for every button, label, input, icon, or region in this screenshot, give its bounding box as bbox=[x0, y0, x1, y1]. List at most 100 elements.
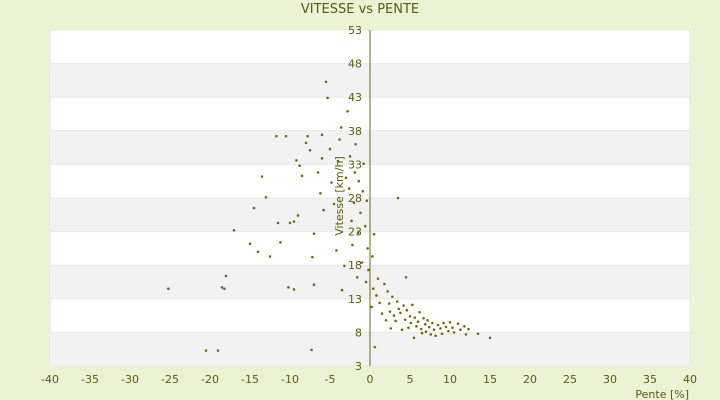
y-tick-label: 13 bbox=[348, 293, 362, 306]
y-axis-label: Vitesse [km/h] bbox=[333, 156, 346, 236]
data-point bbox=[448, 321, 452, 324]
data-point bbox=[350, 219, 353, 223]
data-point bbox=[434, 334, 437, 338]
data-point bbox=[439, 327, 442, 330]
y-tick-label: 3 bbox=[355, 360, 362, 373]
data-point bbox=[372, 232, 376, 236]
x-tick-label: 35 bbox=[643, 373, 657, 386]
data-point bbox=[343, 264, 346, 268]
data-point bbox=[346, 110, 349, 113]
data-point bbox=[403, 318, 407, 321]
data-point bbox=[394, 319, 397, 323]
data-point bbox=[412, 336, 416, 340]
data-point bbox=[336, 159, 340, 163]
data-point bbox=[451, 326, 454, 329]
data-point bbox=[322, 208, 325, 212]
data-point bbox=[370, 305, 373, 309]
data-point bbox=[488, 336, 492, 340]
data-point bbox=[383, 282, 386, 286]
data-point bbox=[352, 201, 356, 205]
data-point bbox=[363, 224, 367, 228]
data-point bbox=[216, 349, 220, 352]
data-point bbox=[371, 255, 374, 258]
x-tick-label: 5 bbox=[407, 373, 414, 386]
data-point bbox=[310, 348, 313, 352]
data-point bbox=[386, 290, 389, 293]
data-point bbox=[332, 202, 336, 206]
x-tick-labels: -40 -35 -30 -25 -20 -15 -10 -5 0 5 10 15 20 25 30 35 40 bbox=[41, 373, 697, 386]
data-point bbox=[252, 206, 256, 210]
x-tick-label: 30 bbox=[603, 373, 617, 386]
data-point bbox=[268, 255, 272, 258]
data-point bbox=[344, 176, 348, 180]
data-point bbox=[456, 322, 460, 325]
data-point bbox=[353, 171, 357, 174]
data-point bbox=[338, 138, 341, 141]
x-tick-label: -10 bbox=[281, 373, 299, 386]
data-point bbox=[380, 312, 384, 315]
y-tick-label: 43 bbox=[348, 91, 362, 104]
data-point bbox=[316, 171, 320, 174]
data-point bbox=[388, 310, 392, 313]
x-tick-label: -20 bbox=[201, 373, 219, 386]
y-tick-label: 8 bbox=[355, 326, 362, 339]
data-point bbox=[463, 325, 466, 328]
data-point bbox=[248, 242, 252, 245]
data-point bbox=[431, 321, 434, 325]
data-point bbox=[452, 331, 456, 334]
data-points bbox=[167, 80, 492, 352]
data-point bbox=[423, 323, 427, 326]
data-point bbox=[224, 274, 228, 278]
data-point bbox=[442, 321, 445, 325]
data-point bbox=[300, 174, 304, 178]
data-point bbox=[279, 241, 282, 244]
data-point bbox=[432, 328, 436, 332]
chart-title: VITESSE vs PENTE bbox=[300, 2, 420, 17]
data-point bbox=[232, 228, 236, 232]
data-point bbox=[312, 232, 316, 235]
x-tick-label: 0 bbox=[367, 373, 374, 386]
data-point bbox=[459, 328, 462, 332]
x-axis-label: Pente [%] bbox=[635, 388, 689, 400]
data-point bbox=[324, 80, 328, 84]
data-point bbox=[467, 327, 470, 331]
data-point bbox=[418, 310, 421, 314]
data-point bbox=[357, 179, 361, 183]
data-point bbox=[389, 327, 393, 330]
data-point bbox=[354, 142, 357, 146]
data-point bbox=[320, 133, 324, 137]
data-point bbox=[378, 301, 381, 305]
data-point bbox=[419, 327, 423, 331]
data-point bbox=[384, 319, 388, 322]
data-point bbox=[387, 302, 391, 305]
x-tick-label: 20 bbox=[523, 373, 537, 386]
data-point bbox=[356, 231, 360, 235]
data-point bbox=[376, 277, 380, 280]
data-point bbox=[340, 288, 344, 292]
y-tick-label: 38 bbox=[348, 125, 362, 138]
data-point bbox=[426, 319, 429, 322]
data-point bbox=[365, 199, 369, 202]
x-tick-label: 15 bbox=[483, 373, 497, 386]
data-point bbox=[284, 134, 288, 138]
data-point bbox=[404, 275, 408, 279]
data-point bbox=[304, 141, 308, 145]
data-point bbox=[339, 126, 343, 129]
y-tick-label: 48 bbox=[348, 58, 362, 71]
data-point bbox=[260, 175, 264, 178]
data-point bbox=[292, 288, 296, 291]
data-point bbox=[295, 159, 298, 162]
data-point bbox=[348, 155, 352, 158]
data-point bbox=[347, 187, 351, 190]
data-point bbox=[400, 328, 404, 332]
data-point bbox=[220, 286, 224, 289]
x-tick-label: -15 bbox=[241, 373, 259, 386]
data-point bbox=[306, 134, 309, 138]
data-point bbox=[413, 316, 417, 319]
data-point bbox=[335, 249, 338, 252]
data-point bbox=[397, 307, 401, 311]
data-point bbox=[416, 320, 420, 323]
x-tick-label: -5 bbox=[325, 373, 336, 386]
